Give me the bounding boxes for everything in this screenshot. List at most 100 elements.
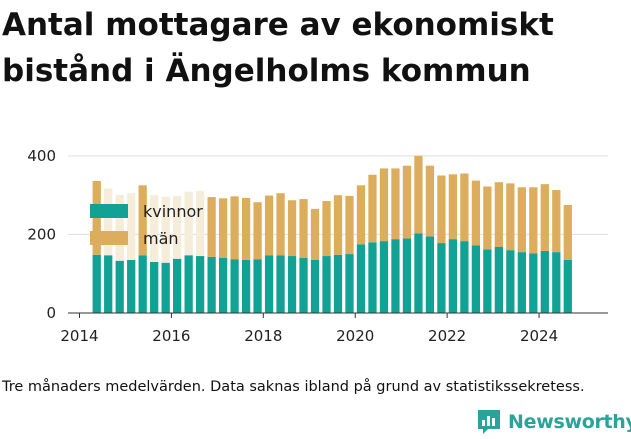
bar-man [402,165,412,239]
y-tick-label: 400 [27,147,56,165]
newsworthy-logo-icon [478,410,500,434]
bar-man [379,168,389,242]
bar-kvinnor [115,260,124,313]
bar-kvinnor [264,255,274,313]
legend-label: män [143,229,179,248]
x-axis: 2014 2016 2018 2020 2022 2024 [60,312,608,345]
bar-man [425,165,435,237]
bar-kvinnor [402,238,412,313]
bar-kvinnor [448,239,458,313]
bar-man [494,182,503,247]
bar-man [253,202,262,260]
bar-man [552,190,561,253]
legend: kvinnor män [90,202,203,248]
bar-kvinnor [552,252,561,313]
bar-man [138,185,147,256]
bar-man [276,193,285,256]
bar-man [310,208,320,260]
brand-name: Newsworthy [508,411,631,433]
bar-man [506,183,515,251]
bar-man [333,195,343,255]
bar-man [230,196,239,260]
bar-kvinnor [391,239,400,313]
bar-man [391,168,400,240]
x-tick-label: 2020 [336,327,374,345]
bar-man [184,191,193,256]
bar-kvinnor [471,245,481,313]
bar-kvinnor [92,254,101,313]
bar-man [115,194,124,261]
bar-man [104,188,113,256]
bar-man [483,186,492,250]
legend-label: kvinnor [143,202,203,221]
bar-kvinnor [287,256,297,313]
bar-kvinnor [460,241,469,313]
bar-man [150,195,159,262]
y-tick-label: 0 [46,304,56,322]
bar-kvinnor [414,233,423,313]
bars [92,155,572,313]
bar-man [207,197,216,257]
x-tick-label: 2014 [60,327,98,345]
x-tick-label: 2024 [520,327,558,345]
bar-kvinnor [322,256,331,313]
bar-kvinnor [494,247,503,313]
bar-kvinnor [517,252,526,313]
bar-kvinnor [540,250,549,313]
bar-man [218,198,228,258]
bar-man [264,195,274,256]
bar-kvinnor [368,242,377,313]
bar-kvinnor [253,259,262,313]
bar-man [471,180,481,246]
bar-kvinnor [138,255,147,313]
bar-kvinnor [356,244,366,313]
bar-kvinnor [218,258,228,313]
chart-title: Antal mottagare av ekonomiskt bistånd i … [2,7,554,89]
bar-man [161,196,170,263]
bar-man [563,204,572,260]
bar-man [448,174,458,240]
bar-man [241,197,251,260]
chart-caption: Tre månaders medelvärden. Data saknas ib… [2,379,585,395]
bar-kvinnor [241,259,251,313]
bar-kvinnor [150,261,159,313]
bar-kvinnor [127,259,136,313]
bar-man [127,193,136,260]
bar-kvinnor [310,259,320,313]
bar-chart: 0 200 400 2014 2016 2018 2020 2022 2024 kvinnor… [27,147,608,345]
bar-man [540,184,549,251]
bar-man [195,191,205,257]
bar-man [173,195,182,259]
bar-kvinnor [425,236,435,313]
bar-man [529,187,538,254]
bar-man [517,187,526,253]
bar-kvinnor [379,241,389,313]
bar-kvinnor [299,258,308,313]
bar-man [437,175,446,244]
bar-kvinnor [437,243,446,313]
bar-man [356,185,366,245]
bar-kvinnor [333,254,343,313]
bar-man [414,155,423,234]
bar-man [299,199,308,258]
y-tick-label: 200 [27,225,56,243]
bar-man [287,200,297,257]
bar-kvinnor [483,249,492,313]
legend-swatch [90,204,128,218]
bar-kvinnor [563,259,572,313]
bar-kvinnor [207,256,216,313]
bar-kvinnor [506,250,515,313]
bar-kvinnor [276,255,285,313]
x-tick-label: 2016 [152,327,190,345]
bar-kvinnor [173,258,182,313]
bar-man [460,173,469,242]
bar-kvinnor [529,253,538,313]
bar-kvinnor [195,256,205,313]
brand-logo: Newsworthy [476,406,631,438]
x-tick-label: 2018 [244,327,282,345]
bar-kvinnor [161,262,170,313]
x-tick-label: 2022 [428,327,466,345]
bar-man [345,195,354,255]
bar-man [368,174,377,243]
bar-kvinnor [104,255,113,313]
